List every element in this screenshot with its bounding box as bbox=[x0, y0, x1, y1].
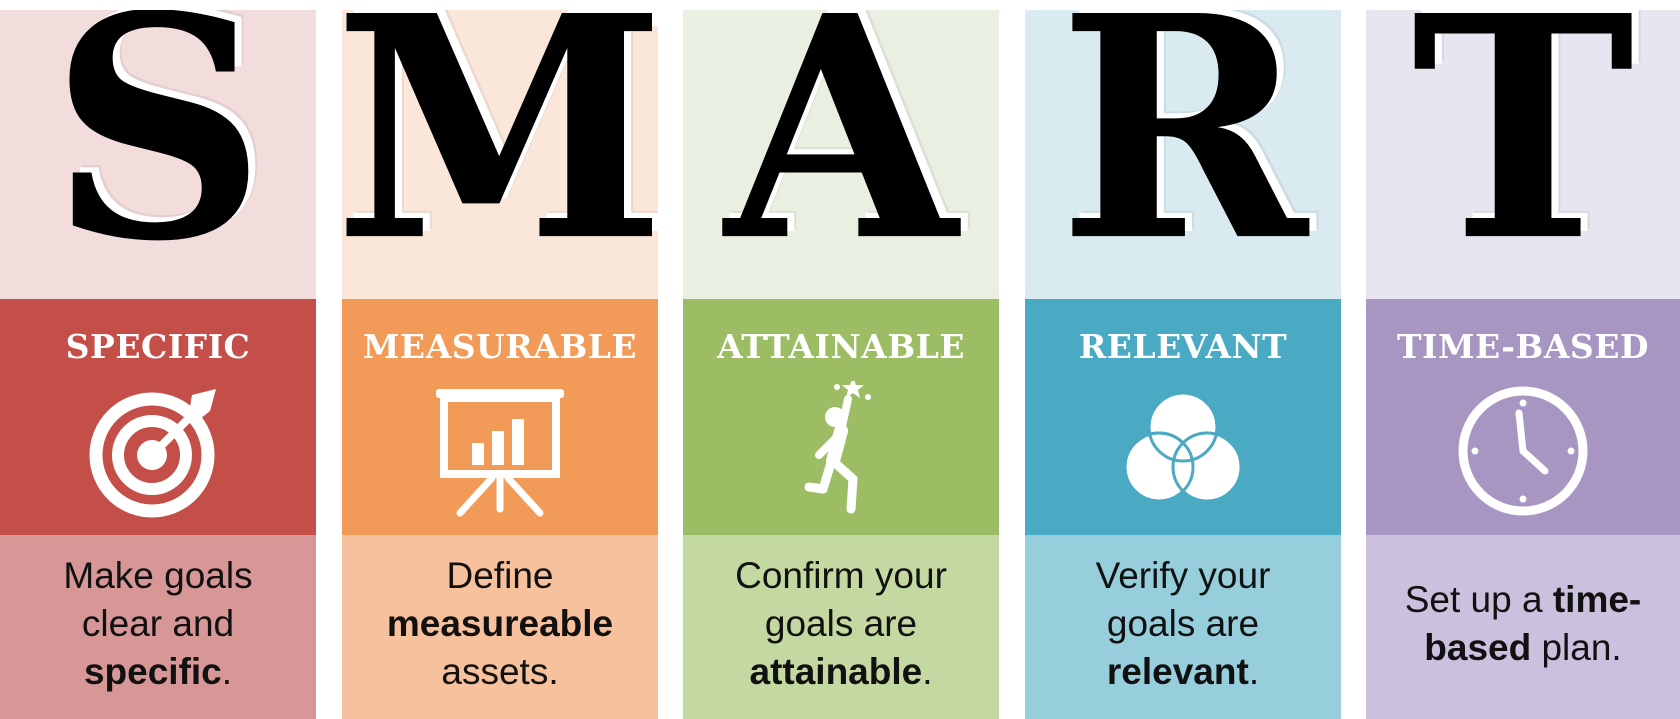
band-label: ATTAINABLE bbox=[717, 327, 965, 366]
letter-panel: A bbox=[683, 10, 999, 299]
description-panel: Confirm your goals are attainable. bbox=[683, 535, 999, 719]
description-text: Make goals clear and specific. bbox=[63, 555, 253, 692]
description-text: Confirm your goals are attainable. bbox=[735, 555, 947, 692]
column-relevant: R RELEVANT Verify your goals are relevant. bbox=[1025, 10, 1341, 719]
column-time-based: T TIME-BASED Set up a time-based plan. bbox=[1366, 10, 1680, 719]
description-text: Verify your goals are relevant. bbox=[1095, 555, 1271, 692]
description-text: Set up a time-based plan. bbox=[1404, 579, 1642, 668]
band-label: SPECIFIC bbox=[65, 327, 251, 366]
letter-a: A bbox=[724, 10, 958, 299]
emphasis-text: attainable bbox=[749, 651, 923, 692]
column-specific: S SPECIFIC Make goals clear and specific. bbox=[0, 10, 316, 719]
band-relevant: RELEVANT bbox=[1025, 299, 1341, 535]
clock-icon bbox=[1453, 381, 1593, 521]
description-panel: Define measureable assets. bbox=[342, 535, 658, 719]
emphasis-text: specific bbox=[83, 651, 222, 692]
letter-panel: S bbox=[0, 10, 316, 299]
band-attainable: ATTAINABLE bbox=[683, 299, 999, 535]
band-time-based: TIME-BASED bbox=[1366, 299, 1680, 535]
emphasis-text: based bbox=[1424, 627, 1532, 668]
band-label: RELEVANT bbox=[1078, 327, 1288, 366]
reaching-person-icon bbox=[771, 381, 911, 521]
column-attainable: A ATTAINABLE Confirm your goals are attain… bbox=[683, 10, 999, 719]
target-icon bbox=[88, 381, 228, 521]
letter-r: R bbox=[1058, 10, 1308, 299]
emphasis-text: relevant bbox=[1106, 651, 1249, 692]
letter-s: S bbox=[49, 10, 267, 299]
letter-panel: R bbox=[1025, 10, 1341, 299]
emphasis-text: measureable bbox=[386, 603, 614, 644]
band-specific: SPECIFIC bbox=[0, 299, 316, 535]
presentation-chart-icon bbox=[430, 381, 570, 521]
description-panel: Verify your goals are relevant. bbox=[1025, 535, 1341, 719]
emphasis-text: time- bbox=[1552, 579, 1642, 620]
letter-panel: T bbox=[1366, 10, 1680, 299]
venn-diagram-icon bbox=[1113, 381, 1253, 521]
letter-panel: M bbox=[342, 10, 658, 299]
letter-t: T bbox=[1411, 10, 1635, 299]
band-measurable: MEASURABLE bbox=[342, 299, 658, 535]
description-panel: Set up a time-based plan. bbox=[1366, 535, 1680, 719]
band-label: MEASURABLE bbox=[362, 327, 638, 366]
column-measurable: M MEASURABLE Define measureable assets. bbox=[342, 10, 658, 719]
description-text: Define measureable assets. bbox=[386, 555, 614, 692]
band-label: TIME-BASED bbox=[1396, 327, 1650, 366]
description-panel: Make goals clear and specific. bbox=[0, 535, 316, 719]
letter-m: M bbox=[342, 10, 658, 299]
